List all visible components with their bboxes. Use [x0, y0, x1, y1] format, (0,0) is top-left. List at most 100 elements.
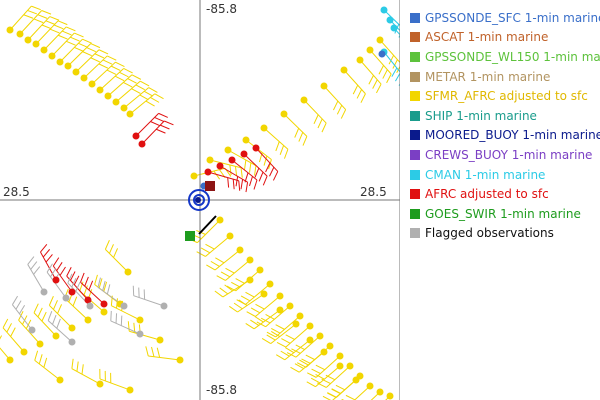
data-point	[206, 156, 214, 164]
wind-barb-flag	[59, 266, 66, 276]
data-point	[336, 362, 344, 370]
data-point	[276, 306, 284, 314]
legend-item: MOORED_BUOY 1-min marine	[410, 126, 600, 146]
data-point	[185, 231, 195, 241]
wind-barb-flag	[143, 90, 154, 97]
wind-barb-staff	[303, 99, 327, 124]
wind-barb-flag	[196, 251, 206, 257]
wind-barb-staff	[83, 55, 108, 79]
data-point	[68, 324, 76, 332]
data-point	[160, 302, 168, 310]
wind-barb-flag	[315, 373, 325, 380]
wind-barb-flag	[56, 262, 63, 271]
center-ring-inner	[193, 194, 205, 206]
legend-item: ASCAT 1-min marine	[410, 28, 600, 48]
data-point	[228, 156, 236, 164]
wind-barb-flag	[73, 275, 80, 285]
wind-barb-flag	[90, 43, 101, 49]
wind-barb-flag	[235, 278, 245, 284]
wind-barb-flag	[151, 346, 155, 357]
wind-barb-flag	[227, 177, 230, 188]
wind-barb-flag	[52, 300, 58, 310]
wind-barb-flag	[154, 116, 164, 122]
wind-barb-flag	[240, 295, 251, 302]
wind-barb-flag	[368, 75, 374, 85]
wind-barb-flag	[38, 354, 43, 365]
wind-barb-flag	[255, 303, 265, 310]
legend-swatch	[410, 189, 420, 200]
wind-barb-flag	[270, 330, 281, 337]
wind-barb-flag	[110, 65, 121, 71]
wind-barb-flag	[6, 323, 12, 333]
wind-barb-flag	[70, 271, 76, 281]
wind-barb-flag	[41, 10, 52, 15]
wind-barb-flag	[158, 112, 168, 118]
wind-barb-flag	[232, 179, 235, 190]
wind-barb-flag	[131, 88, 141, 94]
wind-barb-flag	[74, 32, 84, 38]
wind-barb-flag	[33, 266, 41, 275]
wind-barb-flag	[71, 358, 74, 369]
wind-barb-flag	[245, 182, 249, 193]
data-point	[64, 62, 72, 70]
wind-barb-flag	[140, 80, 150, 87]
wind-barb-flag	[238, 299, 248, 306]
wind-barb-flag	[376, 83, 382, 94]
wind-barb-staff	[135, 113, 159, 137]
data-point	[16, 30, 24, 38]
wind-barb-flag	[98, 49, 109, 55]
data-point	[204, 168, 212, 176]
wind-barb-flag	[150, 121, 160, 127]
data-point	[366, 46, 374, 54]
wind-barb-flag	[23, 14, 34, 19]
wind-barb-flag	[164, 120, 174, 126]
legend-label: METAR 1-min marine	[425, 69, 551, 84]
data-point	[195, 197, 201, 203]
wind-barb-flag	[240, 167, 243, 178]
wind-barb-plot: -85.8 -85.8 28.5 28.5	[0, 0, 400, 400]
wind-barb-flag	[102, 280, 106, 291]
wind-barb-flag	[123, 68, 133, 74]
data-point	[306, 322, 314, 330]
wind-barb-flag	[110, 310, 112, 321]
data-point	[24, 36, 32, 44]
data-point	[86, 302, 94, 310]
wind-barb-flag	[266, 334, 276, 341]
wind-barb-staff	[110, 320, 141, 335]
wind-barb-flag	[281, 338, 291, 344]
wind-barb-flag	[33, 303, 39, 313]
wind-barb-flag	[245, 322, 255, 330]
data-point	[352, 376, 360, 384]
wind-barb-flag	[135, 84, 145, 91]
legend-swatch	[410, 208, 420, 219]
wind-barb-flag	[102, 59, 113, 65]
wind-barb-flag	[33, 18, 44, 24]
wind-barb-staff	[222, 279, 251, 298]
data-point	[316, 332, 324, 340]
wind-barb-flag	[79, 281, 84, 292]
wind-barb-flag	[115, 313, 118, 324]
wind-barb-flag	[360, 93, 366, 103]
data-point	[216, 162, 224, 170]
data-point	[276, 292, 284, 300]
wind-barb-flag	[65, 26, 76, 32]
data-point	[340, 66, 348, 74]
wind-barb-flag	[90, 57, 101, 63]
wind-barb-flag	[34, 350, 39, 361]
wind-barb-flag	[213, 170, 221, 180]
wind-barb-staff	[9, 5, 32, 31]
legend-label: GOES_SWIR 1-min marine	[425, 206, 581, 221]
data-point	[84, 296, 92, 304]
data-point	[366, 382, 374, 390]
wind-barb-flag	[275, 354, 286, 361]
wind-barb-flag	[275, 324, 285, 330]
wind-barb-flag	[200, 247, 211, 254]
wind-barb-flag	[285, 347, 295, 354]
legend-label: CMAN 1-min marine	[425, 167, 546, 182]
data-point	[68, 288, 76, 296]
wind-barb-flag	[220, 271, 231, 278]
wind-barb-flag	[214, 290, 224, 298]
wind-barb-flag	[19, 304, 26, 315]
wind-barb-flag	[148, 87, 158, 93]
wind-barb-flag	[382, 69, 388, 79]
